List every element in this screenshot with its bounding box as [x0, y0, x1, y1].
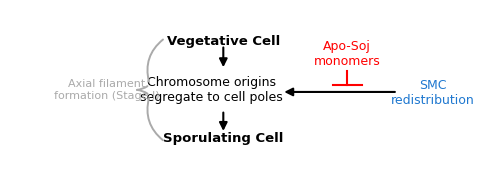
Text: Chromosome origins
segregate to cell poles: Chromosome origins segregate to cell pol… [140, 76, 283, 104]
Text: SMC
redistribution: SMC redistribution [390, 79, 474, 107]
Text: Apo-Soj
monomers: Apo-Soj monomers [314, 40, 380, 68]
Text: Sporulating Cell: Sporulating Cell [163, 132, 284, 145]
Text: Axial filament
formation (Stage I): Axial filament formation (Stage I) [54, 79, 160, 101]
Text: Vegetative Cell: Vegetative Cell [166, 35, 280, 48]
